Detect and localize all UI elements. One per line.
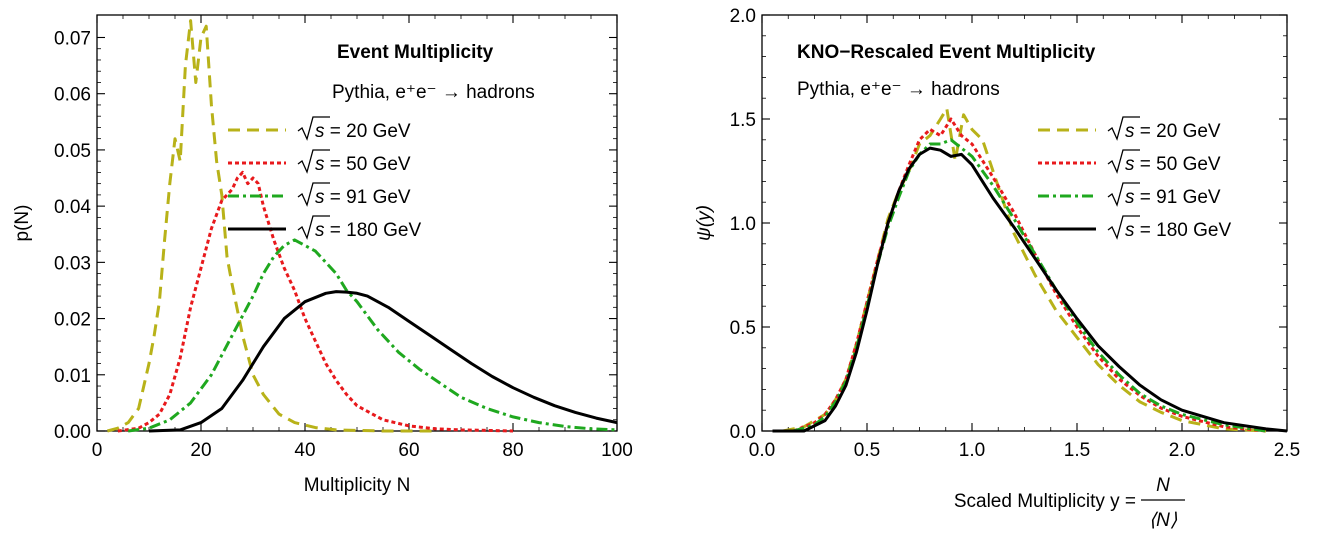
right-series-group — [772, 107, 1288, 433]
legend-label-3: s = 91 GeV — [1125, 187, 1221, 208]
right-y-axis-title: ψ(y) — [694, 205, 715, 241]
legend-label-2: s = 50 GeV — [315, 154, 411, 175]
x-tick-label: 20 — [190, 440, 211, 461]
y-tick-label: 0.01 — [54, 366, 91, 387]
legend-sqrt-sign — [297, 116, 330, 141]
y-tick-label: 0.02 — [54, 310, 91, 331]
legend-sqrt-sign — [1107, 215, 1140, 240]
x-tick-label: 1.0 — [959, 440, 985, 461]
x-tick-label: 40 — [294, 440, 315, 461]
left-chart-subtitle: Pythia, e⁺e⁻ → hadrons — [332, 82, 535, 103]
series-line-4 — [148, 290, 618, 433]
left-x-axis-title: Multiplicity N — [304, 475, 411, 496]
series-line-4 — [772, 146, 1288, 433]
right-chart: 0.0 0.5 1.0 1.5 2.0 2.5 0.0 0.5 1.0 1.5 2.0 KNO−Re… — [694, 6, 1300, 531]
series-line-1 — [107, 19, 435, 433]
legend-label-4: s = 180 GeV — [315, 220, 421, 241]
legend-sqrt-sign — [1107, 149, 1140, 174]
left-y-axis-title: p(N) — [12, 205, 33, 242]
series-line-2 — [792, 117, 1267, 433]
x-tick-label: 60 — [398, 440, 419, 461]
y-tick-label: 0.03 — [54, 253, 91, 274]
y-tick-label: 0.07 — [54, 28, 91, 49]
legend-sqrt-sign — [1107, 116, 1140, 141]
legend-sqrt-sign — [297, 182, 330, 207]
y-tick-label: 0.5 — [730, 318, 756, 339]
left-series-group — [107, 19, 618, 433]
y-tick-label: 0.0 — [730, 422, 756, 443]
right-x-axis-fraction-numerator: N — [1156, 475, 1170, 496]
legend-label-1: s = 20 GeV — [315, 121, 411, 142]
y-tick-label: 0.05 — [54, 141, 91, 162]
x-tick-label: 0.5 — [854, 440, 880, 461]
y-tick-label: 0.06 — [54, 85, 91, 106]
right-chart-subtitle: Pythia, e⁺e⁻ → hadrons — [797, 79, 1000, 100]
series-line-3 — [793, 138, 1267, 433]
series-line-1 — [782, 107, 1267, 433]
right-legend: s = 20 GeV s = 50 GeV s = 91 GeV s = 180 Ge… — [1038, 116, 1231, 241]
right-x-axis-fraction-denominator: ⟨N⟩ — [1149, 510, 1178, 531]
left-chart-title: Event Multiplicity — [337, 42, 494, 63]
right-chart-title: KNO−Rescaled Event Multiplicity — [797, 42, 1096, 63]
x-tick-label: 100 — [601, 440, 633, 461]
y-tick-label: 1.0 — [730, 214, 756, 235]
right-axis-ticks: 0.0 0.5 1.0 1.5 2.0 2.5 0.0 0.5 1.0 1.5 2.0 — [730, 6, 1301, 461]
left-axis-ticks: 0 20 40 60 80 100 0.00 0.01 0.02 0.03 0.04 0.05 0.06… — [54, 15, 633, 461]
legend-label-4: s = 180 GeV — [1125, 220, 1231, 241]
legend-label-2: s = 50 GeV — [1125, 154, 1221, 175]
right-x-axis-title: Scaled Multiplicity y = — [954, 491, 1136, 512]
x-tick-label: 80 — [502, 440, 523, 461]
y-tick-label: 0.00 — [54, 422, 91, 443]
y-tick-label: 0.04 — [54, 197, 91, 218]
legend-label-3: s = 91 GeV — [315, 187, 411, 208]
legend-sqrt-sign — [297, 149, 330, 174]
series-line-3 — [127, 238, 618, 433]
x-tick-label: 2.0 — [1169, 440, 1195, 461]
y-tick-label: 1.5 — [730, 110, 756, 131]
left-chart: 0 20 40 60 80 100 0.00 0.01 0.02 0.03 0.04 0.05 0.06… — [12, 14, 633, 496]
x-tick-label: 1.5 — [1064, 440, 1090, 461]
legend-sqrt-sign — [297, 215, 330, 240]
x-tick-label: 2.5 — [1274, 440, 1300, 461]
y-tick-label: 2.0 — [730, 6, 756, 27]
x-tick-label: 0 — [92, 440, 103, 461]
x-tick-label: 0.0 — [749, 440, 775, 461]
legend-label-1: s = 20 GeV — [1125, 121, 1221, 142]
left-legend: s = 20 GeV s = 50 GeV s = 91 GeV s = 180 Ge… — [228, 116, 421, 241]
legend-sqrt-sign — [1107, 182, 1140, 207]
